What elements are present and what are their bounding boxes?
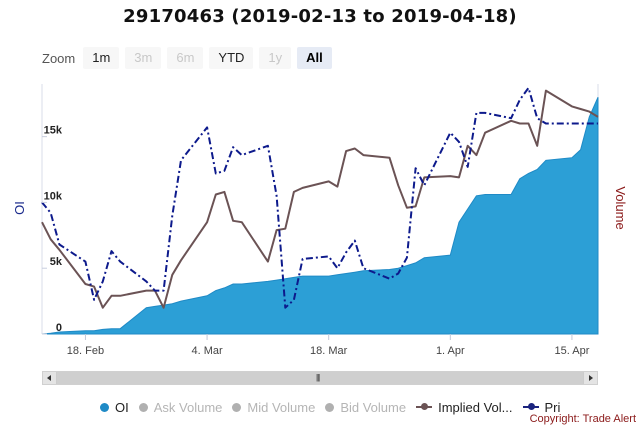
scroll-right-arrow-icon[interactable] xyxy=(583,372,597,384)
zoom-1y-button[interactable]: 1y xyxy=(259,47,292,69)
series-layer xyxy=(41,86,599,335)
legend-marker-icon xyxy=(232,402,242,412)
zoom-6m-button[interactable]: 6m xyxy=(167,47,204,69)
tick-layer: 0 5k 10k 15k 18. Feb 4. Mar 18. Mar 1. Apr 15. A… xyxy=(42,125,590,357)
grip-icon: ||| xyxy=(316,373,320,382)
legend-item-mid-volume[interactable]: Mid Volume xyxy=(232,400,315,415)
scroll-left-arrow-icon[interactable] xyxy=(43,372,57,384)
series-oi-area xyxy=(41,96,599,335)
zoom-ytd-button[interactable]: YTD xyxy=(209,47,254,69)
legend-item-pri[interactable]: Pri xyxy=(522,399,561,415)
y-tick-label: 15k xyxy=(44,125,63,137)
legend-label: Mid Volume xyxy=(247,399,316,415)
legend-label: Implied Vol... xyxy=(438,399,513,415)
legend-item-bid-volume[interactable]: Bid Volume xyxy=(325,400,406,415)
x-tick-label: 15. Apr xyxy=(555,345,590,357)
legend-item-ask-volume[interactable]: Ask Volume xyxy=(138,399,223,415)
legend-marker-icon xyxy=(416,403,433,410)
y-tick-label: 5k xyxy=(50,256,63,268)
y-tick-label: 0 xyxy=(56,322,62,334)
legend-label: Ask Volume xyxy=(153,399,223,415)
legend-marker-icon xyxy=(522,403,539,410)
x-tick-label: 1. Apr xyxy=(436,345,465,357)
legend-marker-icon xyxy=(325,402,335,412)
y-left-axis-label: OI xyxy=(12,201,27,215)
legend-marker-icon xyxy=(100,402,109,412)
x-tick-label: 4. Mar xyxy=(191,345,223,357)
scrollbar-thumb[interactable]: ||| xyxy=(57,372,583,384)
legend-label: OI xyxy=(115,399,129,415)
series-implied-vol-line xyxy=(41,89,599,309)
copyright-text: Copyright: Trade Alert xyxy=(527,413,636,425)
x-tick-label: 18. Feb xyxy=(67,345,104,357)
legend-item-oi[interactable]: OI xyxy=(100,400,129,415)
zoom-1m-button[interactable]: 1m xyxy=(83,47,120,69)
y-right-axis-label: Volume xyxy=(613,186,628,229)
chart-legend: OI Ask Volume Mid Volume Bid Volume Implied … xyxy=(100,398,570,416)
legend-label: Bid Volume xyxy=(340,399,407,415)
zoom-all-button[interactable]: All xyxy=(297,47,332,69)
y-tick-label: 10k xyxy=(44,190,63,202)
x-tick-label: 18. Mar xyxy=(310,345,348,357)
chart-plot: 0 5k 10k 15k 18. Feb 4. Mar 18. Mar 1. Apr 15. A… xyxy=(12,84,628,357)
chart-title: 29170463 (2019-02-13 to 2019-04-18) xyxy=(123,6,517,27)
zoom-label: Zoom xyxy=(42,50,76,66)
legend-item-implied-vol[interactable]: Implied Vol... xyxy=(416,399,513,415)
legend-marker-icon xyxy=(138,402,148,412)
legend-label: Pri xyxy=(544,399,561,415)
navigator-scrollbar[interactable]: ||| xyxy=(42,371,598,385)
zoom-controls: Zoom 1m 3m 6m YTD 1y All xyxy=(42,46,338,70)
zoom-3m-button[interactable]: 3m xyxy=(125,47,162,69)
